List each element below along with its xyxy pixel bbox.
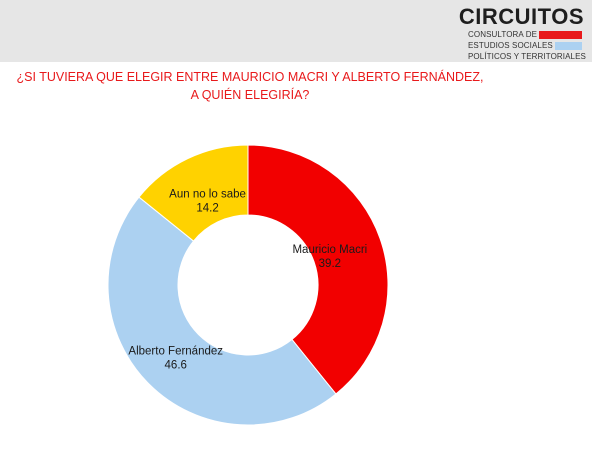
slice-mauricio-macri <box>247 144 389 395</box>
slice-alberto-fernandez <box>107 196 337 426</box>
slice-aun-no-lo-sabe <box>138 144 249 242</box>
logo-line-1-bar <box>539 30 582 39</box>
slice-label-aun-no-lo-sabe: Aun no lo sabe 14.2 <box>169 188 246 214</box>
logo-line-3: POLÍTICOS Y TERRITORIALES <box>468 51 586 62</box>
chart-title-line-2: A QUIÉN ELEGIRÍA? <box>190 88 310 102</box>
slice-label-mauricio-macri: Mauricio Macri 39.2 <box>292 244 367 270</box>
logo-line-3-text: POLÍTICOS Y TERRITORIALES <box>468 52 586 61</box>
logo-line-1: CONSULTORA DE <box>468 29 582 40</box>
logo-line-2: ESTUDIOS SOCIALES <box>468 40 582 51</box>
header-band <box>0 0 592 62</box>
slice-value-aun-no-lo-sabe: 14.2 <box>196 202 218 214</box>
slice-value-mauricio-macri: 39.2 <box>319 258 341 270</box>
slice-name-mauricio-macri: Mauricio Macri <box>292 244 367 256</box>
chart-title: ¿SI TUVIERA QUE ELEGIR ENTRE MAURICIO MA… <box>0 68 500 104</box>
slice-value-alberto-fernandez: 46.6 <box>165 359 187 371</box>
logo-title: CIRCUITOS <box>458 4 584 29</box>
slice-name-alberto-fernandez: Alberto Fernández <box>128 345 223 357</box>
chart-title-line-1: ¿SI TUVIERA QUE ELEGIR ENTRE MAURICIO MA… <box>16 70 484 84</box>
logo-line-2-bar <box>554 41 582 50</box>
brand-logo: CIRCUITOS CONSULTORA DE ESTUDIOS SOCIALE… <box>459 4 586 62</box>
logo-line-2-text: ESTUDIOS SOCIALES <box>468 41 553 50</box>
slice-label-alberto-fernandez: Alberto Fernández 46.6 <box>128 345 223 371</box>
logo-line-1-text: CONSULTORA DE <box>468 30 538 39</box>
slice-name-aun-no-lo-sabe: Aun no lo sabe <box>169 188 246 200</box>
